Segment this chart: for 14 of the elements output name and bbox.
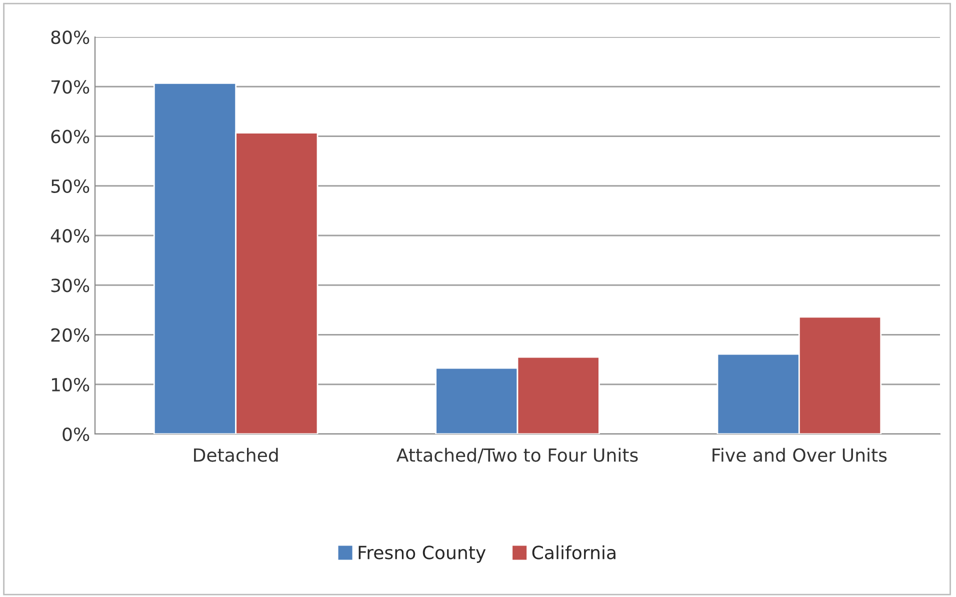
x-tick-label: Attached/Two to Four Units	[396, 448, 638, 464]
y-tick-label: 20%	[51, 328, 90, 342]
y-tick-label: 60%	[51, 130, 90, 144]
y-tick-label: 30%	[51, 278, 90, 292]
legend-label: Fresno County	[358, 546, 486, 563]
x-tick-label: Detached	[194, 448, 278, 462]
y-tick-label: 40%	[50, 228, 90, 243]
y-tick-label: 70%	[51, 80, 90, 94]
y-tick-label: 0%	[62, 427, 90, 442]
y-tick-label: 80%	[51, 30, 90, 44]
y-tick-label: 50%	[51, 179, 90, 193]
x-tick-label: Five and Over Units	[712, 448, 887, 462]
legend-label: California	[532, 545, 616, 560]
y-tick-label: 10%	[52, 378, 90, 392]
